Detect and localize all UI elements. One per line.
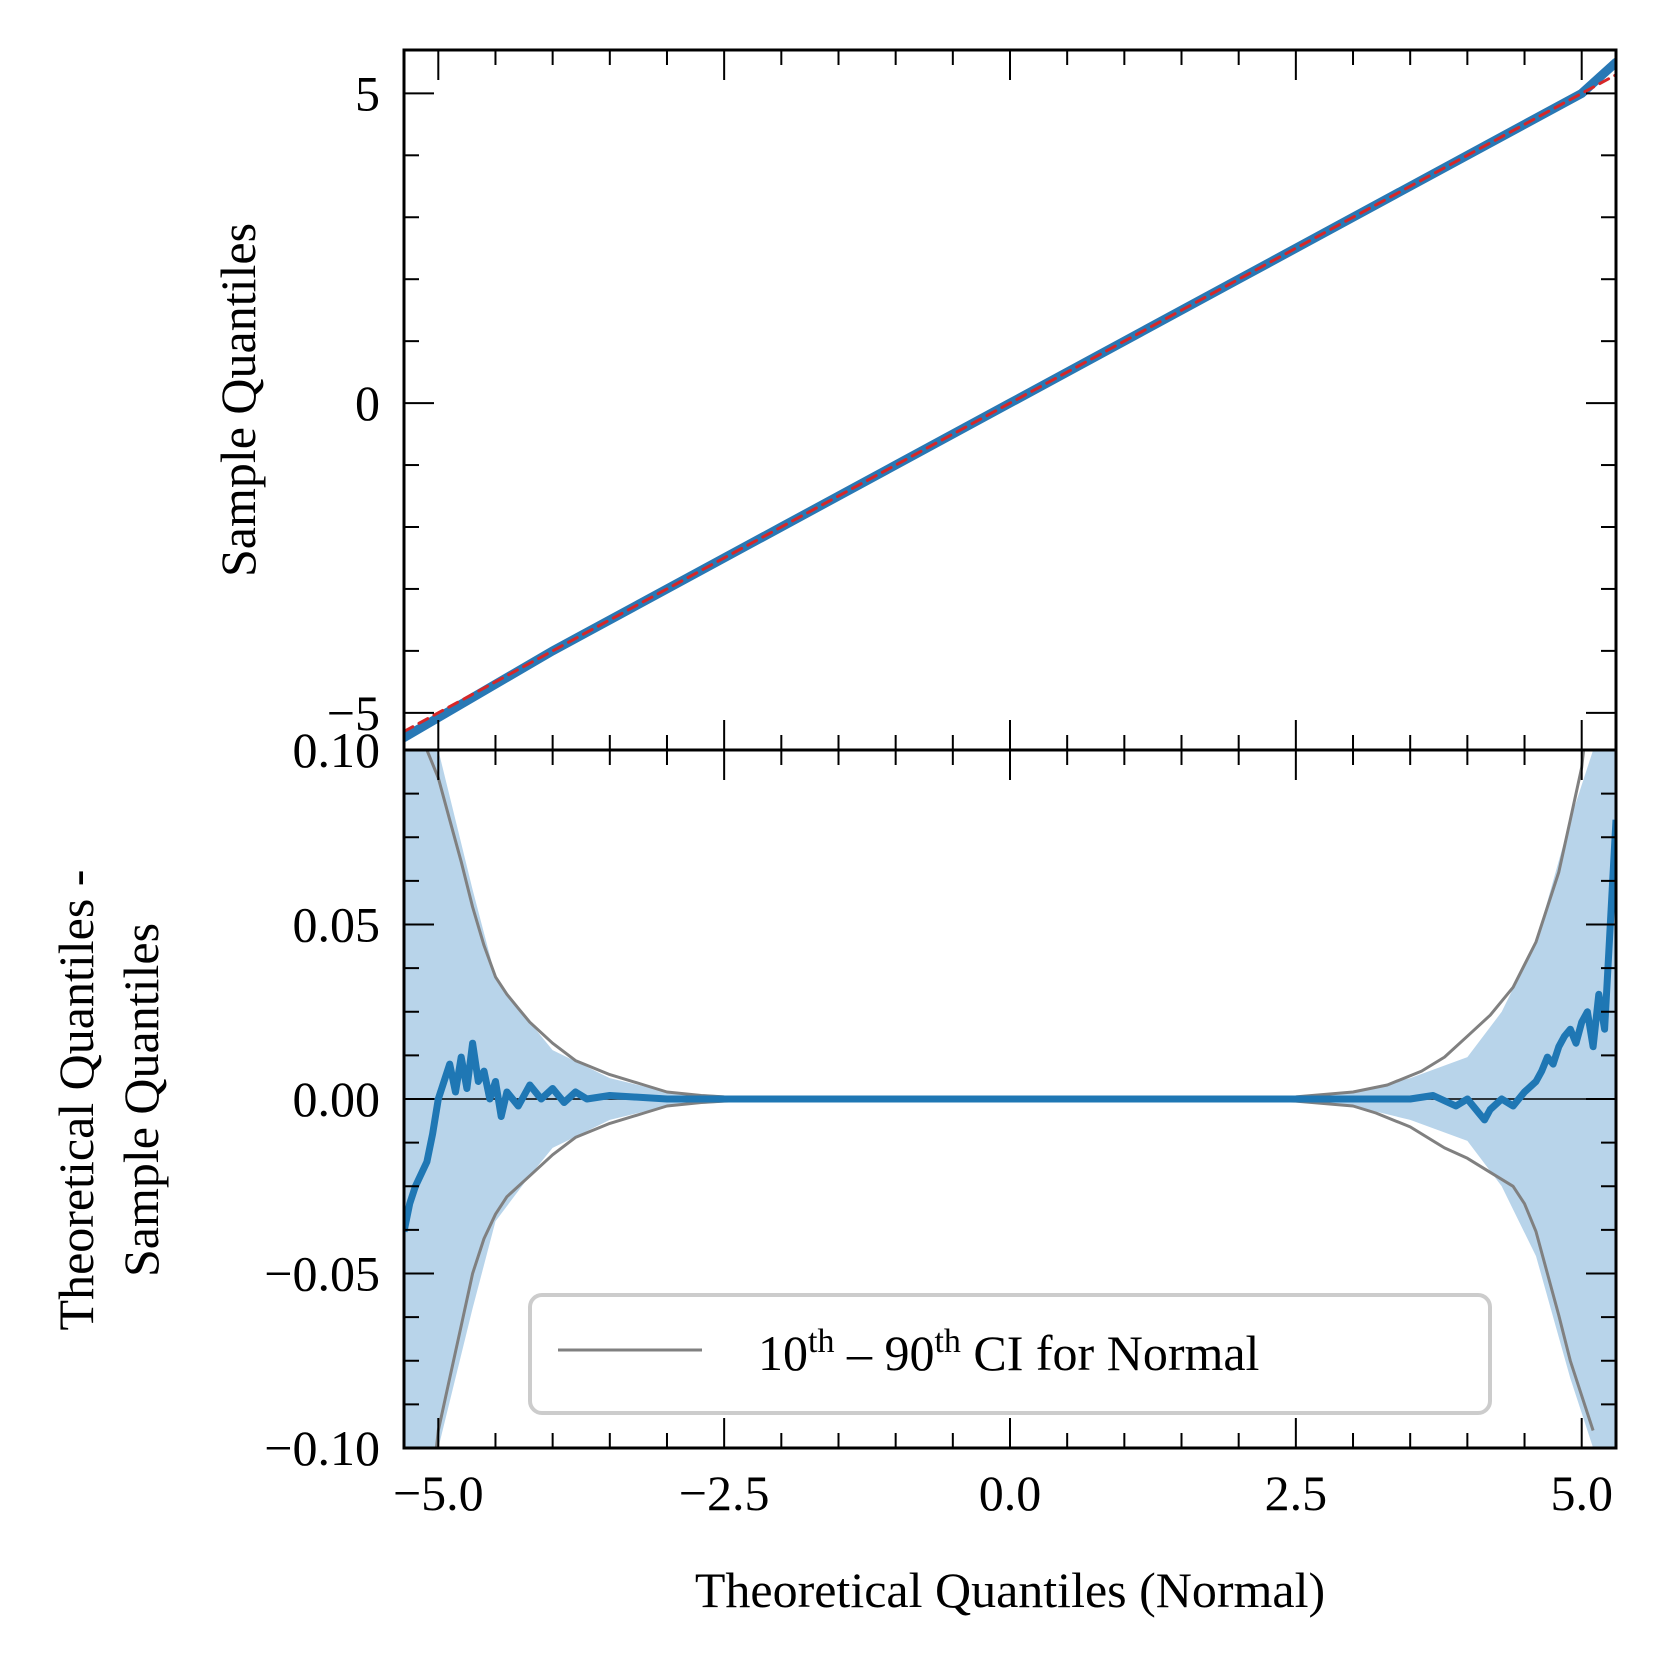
x-axis-label: Theoretical Quantiles (Normal) (695, 1562, 1325, 1618)
legend-sup-1: th (808, 1323, 834, 1360)
x-tick-label: 0.0 (979, 1465, 1042, 1521)
top-panel: 5 0 −5 Sample Quantiles (210, 48, 1618, 752)
bottom-y-tick-label: −0.05 (264, 1246, 380, 1302)
bottom-y-tick-label: 0.05 (293, 897, 381, 953)
bottom-y-tick-label: 0.10 (293, 722, 381, 778)
legend-rest: CI for Normal (961, 1325, 1260, 1381)
x-tick-label: −5.0 (393, 1465, 484, 1521)
top-series-0 (404, 57, 1616, 743)
bottom-series-1 (434, 1098, 1595, 1448)
legend-base-2: 90 (884, 1325, 934, 1381)
top-y-tick-label: 5 (355, 65, 380, 121)
x-tick-label: −2.5 (679, 1465, 770, 1521)
legend-base-1: 10 (758, 1325, 808, 1381)
legend-sup-2: th (934, 1323, 960, 1360)
bottom-y-tick-label: 0.00 (293, 1071, 381, 1127)
bottom-plot-area (404, 750, 1616, 1448)
top-y-tick-label: 0 (355, 375, 380, 431)
bottom-series-0 (425, 750, 1586, 1100)
top-y-axis-label: Sample Quantiles (210, 223, 266, 577)
top-y-tick-label: −5 (327, 685, 380, 741)
bottom-y-tick-label: −0.10 (264, 1420, 380, 1476)
x-tick-label: 2.5 (1265, 1465, 1328, 1521)
bottom-y-axis-label-line2: Sample Quantiles (113, 923, 169, 1277)
legend-label: 10th – 90th CI for Normal (758, 1323, 1259, 1381)
top-series-1 (404, 73, 1616, 733)
bottom-panel: 0.100.050.00−0.05−0.10−5.0 −2.5 0.0 2.5 5.0 … (48, 722, 1618, 1618)
x-tick-label: 5.0 (1550, 1465, 1613, 1521)
legend-dash: – (834, 1325, 884, 1381)
bottom-y-axis-label-line1: Theoretical Quantiles - (48, 870, 104, 1331)
bottom-series-2 (404, 819, 1616, 1233)
top-ticks: 5 0 −5 (327, 50, 1616, 750)
top-plot-area (404, 57, 1616, 743)
legend-box (528, 1293, 1492, 1415)
legend: 10th – 90th CI for Normal (528, 1293, 1492, 1415)
bottom-axes-frame (402, 748, 1618, 1450)
